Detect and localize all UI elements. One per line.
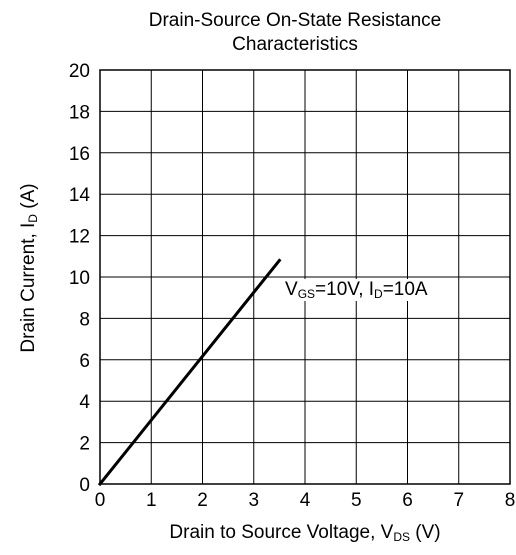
x-tick-label: 3 <box>248 490 259 511</box>
y-tick-label: 8 <box>79 309 90 330</box>
x-tick-label: 6 <box>402 490 413 511</box>
x-tick-label: 0 <box>95 490 106 511</box>
y-tick-label: 20 <box>69 61 90 82</box>
x-tick-label: 7 <box>453 490 464 511</box>
plot-frame <box>99 69 511 485</box>
y-axis-label: Drain Current, ID (A) <box>18 183 40 353</box>
chart-title-line-1: Drain-Source On-State Resistance <box>148 10 442 31</box>
y-tick-label: 16 <box>69 144 90 165</box>
y-tick-label: 18 <box>69 102 90 123</box>
series-annotation: VGS=10V, ID=10A <box>285 279 428 301</box>
y-tick-label: 14 <box>69 185 91 206</box>
x-tick-label: 8 <box>505 490 516 511</box>
y-tick-label: 12 <box>69 227 90 248</box>
y-tick-label: 0 <box>79 475 90 496</box>
y-tick-label: 2 <box>79 434 90 455</box>
x-tick-label: 1 <box>146 490 157 511</box>
series-line <box>97 258 282 487</box>
y-tick-label: 4 <box>79 392 90 413</box>
chart-title-line-2: Characteristics <box>232 34 358 55</box>
x-tick-label: 4 <box>300 490 311 511</box>
x-tick-label: 2 <box>197 490 208 511</box>
x-tick-label: 5 <box>351 490 362 511</box>
y-tick-label: 10 <box>69 268 90 289</box>
y-tick-label: 6 <box>79 351 90 372</box>
x-axis-label: Drain to Source Voltage, VDS (V) <box>169 522 441 544</box>
